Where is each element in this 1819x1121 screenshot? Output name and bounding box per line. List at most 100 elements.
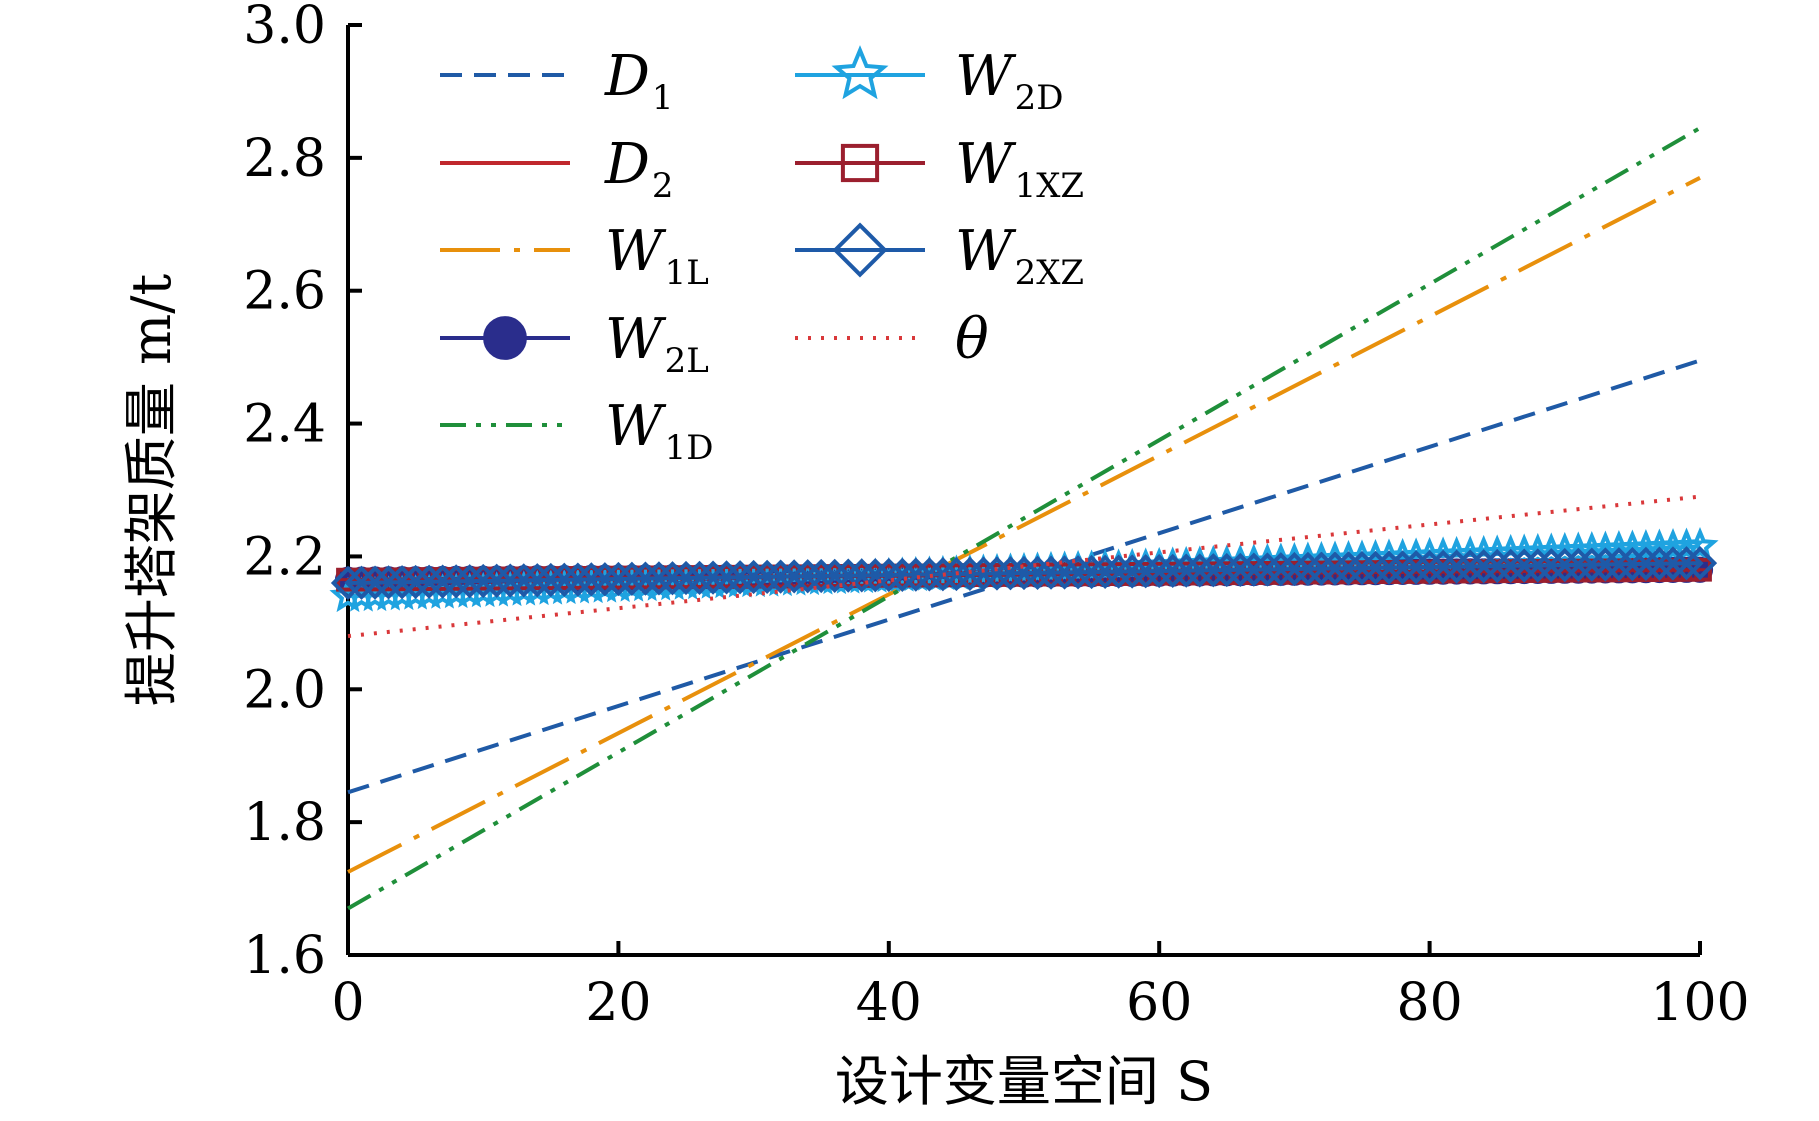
x-tick-label: 80: [1397, 973, 1463, 1033]
data-point: [1060, 555, 1096, 590]
data-point: [1534, 548, 1569, 583]
data-point: [533, 562, 568, 598]
data-point: [858, 558, 893, 593]
data-point: [1561, 547, 1596, 582]
legend-label: D2: [604, 132, 674, 206]
legend: D1 D2 W1L W2L W1D W2D W1XZ W2XZ θ: [440, 44, 1084, 468]
data-point: [479, 563, 514, 598]
data-point: [682, 560, 717, 595]
data-point: [1250, 552, 1285, 587]
data-point: [1642, 546, 1677, 581]
x-tick-label: 20: [585, 973, 651, 1033]
data-point: [1020, 555, 1055, 590]
data-point: [1236, 552, 1271, 587]
data-point: [1115, 554, 1150, 589]
data-point: [1601, 547, 1637, 582]
data-point: [790, 559, 825, 594]
data-point: [357, 565, 393, 600]
data-point: [912, 557, 947, 592]
legend-label: W1D: [605, 394, 713, 468]
data-point: [1480, 548, 1515, 584]
legend-item-D2: D2: [440, 132, 674, 206]
data-point: [398, 564, 433, 600]
data-point: [560, 562, 595, 597]
data-point: [1128, 554, 1163, 589]
legend-item-W1L: W1L: [440, 219, 709, 293]
data-point: [1681, 527, 1719, 563]
data-point: [1425, 549, 1461, 584]
data-point: [425, 564, 460, 599]
data-point: [763, 559, 798, 594]
data-point: [709, 560, 744, 595]
data-point: [547, 562, 582, 597]
data-point: [1331, 551, 1366, 586]
legend-label: θ: [955, 307, 989, 372]
legend-label: W1L: [605, 219, 709, 293]
data-point: [1371, 550, 1407, 585]
data-point: [1493, 548, 1528, 583]
x-tick-label: 0: [331, 973, 364, 1033]
series-line: [347, 176, 1701, 874]
data-point: [736, 559, 771, 595]
data-point: [1453, 549, 1488, 584]
data-point: [1263, 552, 1299, 587]
legend-item-θ: θ: [795, 307, 989, 372]
data-point: [1223, 552, 1258, 587]
data-point: [614, 561, 650, 596]
legend-marker: [831, 45, 889, 100]
data-point: [1087, 554, 1123, 589]
data-point: [1277, 551, 1312, 587]
y-tick-label: 1.6: [243, 926, 326, 986]
x-tick-label: 60: [1126, 973, 1192, 1033]
series-θ: [347, 494, 1701, 639]
data-point: [411, 564, 447, 599]
y-tick-label: 1.8: [243, 793, 326, 853]
data-point: [952, 556, 988, 591]
data-point: [628, 561, 663, 596]
data-point: [1412, 549, 1447, 585]
data-point: [844, 558, 879, 593]
series-layer: [329, 126, 1719, 911]
data-point: [1439, 549, 1474, 584]
y-tick-label: 3.0: [243, 0, 326, 56]
data-point: [925, 557, 961, 592]
data-point: [1669, 546, 1704, 581]
data-point: [452, 564, 487, 599]
data-point: [1358, 550, 1393, 585]
legend-marker: [483, 316, 527, 360]
legend-label: W2D: [955, 44, 1063, 118]
x-tick-label: 40: [856, 973, 922, 1033]
y-tick-label: 2.2: [243, 527, 326, 587]
data-point: [966, 556, 1001, 591]
data-point: [1520, 548, 1555, 583]
data-point: [1655, 546, 1691, 581]
data-point: [1182, 553, 1217, 588]
data-point: [1628, 546, 1664, 581]
data-point: [1507, 548, 1542, 583]
series-line: [347, 126, 1701, 911]
legend-item-W2XZ: W2XZ: [795, 219, 1084, 293]
data-point: [1101, 554, 1136, 589]
axes: [346, 25, 1700, 957]
data-point: [695, 560, 731, 595]
data-point: [1142, 553, 1177, 589]
data-point: [574, 562, 609, 597]
data-point: [722, 560, 758, 595]
data-point: [777, 559, 812, 594]
series-W2XZ: [330, 545, 1718, 601]
legend-label: W2XZ: [955, 219, 1084, 293]
legend-item-W1XZ: W1XZ: [795, 132, 1084, 206]
data-point: [506, 563, 541, 598]
legend-item-W2D: W2D: [795, 44, 1063, 118]
data-point: [587, 562, 623, 597]
data-point: [344, 565, 379, 600]
data-point: [817, 558, 852, 593]
data-point: [1317, 551, 1353, 586]
series-W1D: [347, 126, 1701, 911]
data-point: [1033, 555, 1069, 590]
legend-label: W2L: [605, 307, 709, 381]
data-point: [1155, 553, 1190, 588]
data-point: [993, 556, 1028, 591]
y-axis-title: 提升塔架质量 m/t: [120, 274, 183, 707]
